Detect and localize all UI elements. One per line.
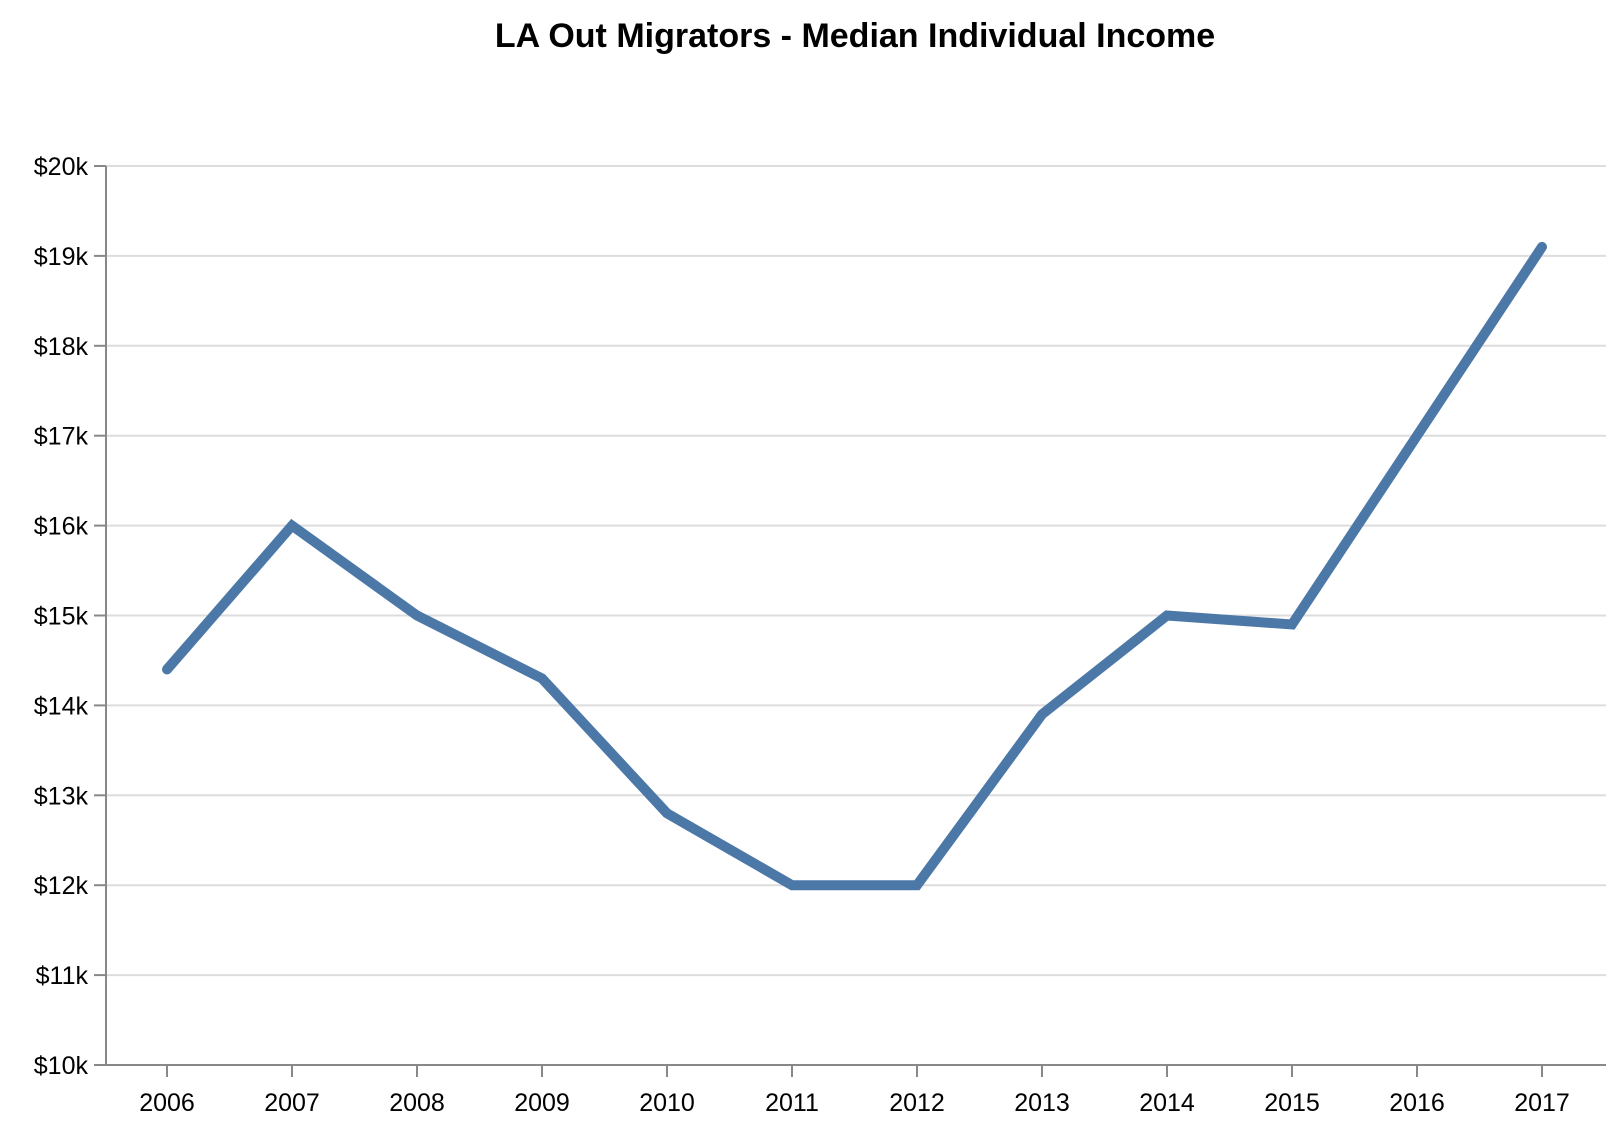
y-tick-label: $17k bbox=[34, 423, 89, 451]
x-tick-label: 2013 bbox=[1014, 1089, 1070, 1117]
x-tick-label: 2012 bbox=[889, 1089, 945, 1117]
x-tick-label: 2016 bbox=[1389, 1089, 1445, 1117]
x-tick-label: 2015 bbox=[1264, 1089, 1320, 1117]
y-tick-label: $11k bbox=[36, 962, 89, 990]
y-tick-label: $18k bbox=[34, 333, 89, 361]
x-tick-label: 2011 bbox=[765, 1089, 819, 1117]
x-tick-label: 2007 bbox=[264, 1089, 320, 1117]
series-line bbox=[162, 241, 1547, 891]
chart-title: LA Out Migrators - Median Individual Inc… bbox=[495, 17, 1215, 55]
y-tick-label: $12k bbox=[34, 872, 89, 900]
x-tick-label: 2014 bbox=[1139, 1089, 1195, 1117]
axes: $10k $11k $12k $13k $14k $15k $16k $17k $18k $19k… bbox=[34, 153, 1606, 1117]
y-tick-label: $14k bbox=[34, 692, 89, 720]
gridlines bbox=[106, 165, 1606, 1066]
x-tick-label: 2009 bbox=[514, 1089, 570, 1117]
y-tick-label: $16k bbox=[34, 513, 89, 541]
x-tick-label: 2008 bbox=[389, 1089, 445, 1117]
y-tick-label: $15k bbox=[34, 603, 89, 631]
x-tick-label: 2017 bbox=[1514, 1089, 1570, 1117]
x-tick-label: 2006 bbox=[139, 1089, 195, 1117]
y-tick-label: $19k bbox=[34, 243, 89, 271]
y-tick-label: $13k bbox=[34, 782, 89, 810]
y-tick-label: $10k bbox=[34, 1052, 89, 1080]
x-tick-label: 2010 bbox=[639, 1089, 695, 1117]
y-tick-label: $20k bbox=[34, 153, 89, 181]
series-layer bbox=[162, 241, 1547, 891]
